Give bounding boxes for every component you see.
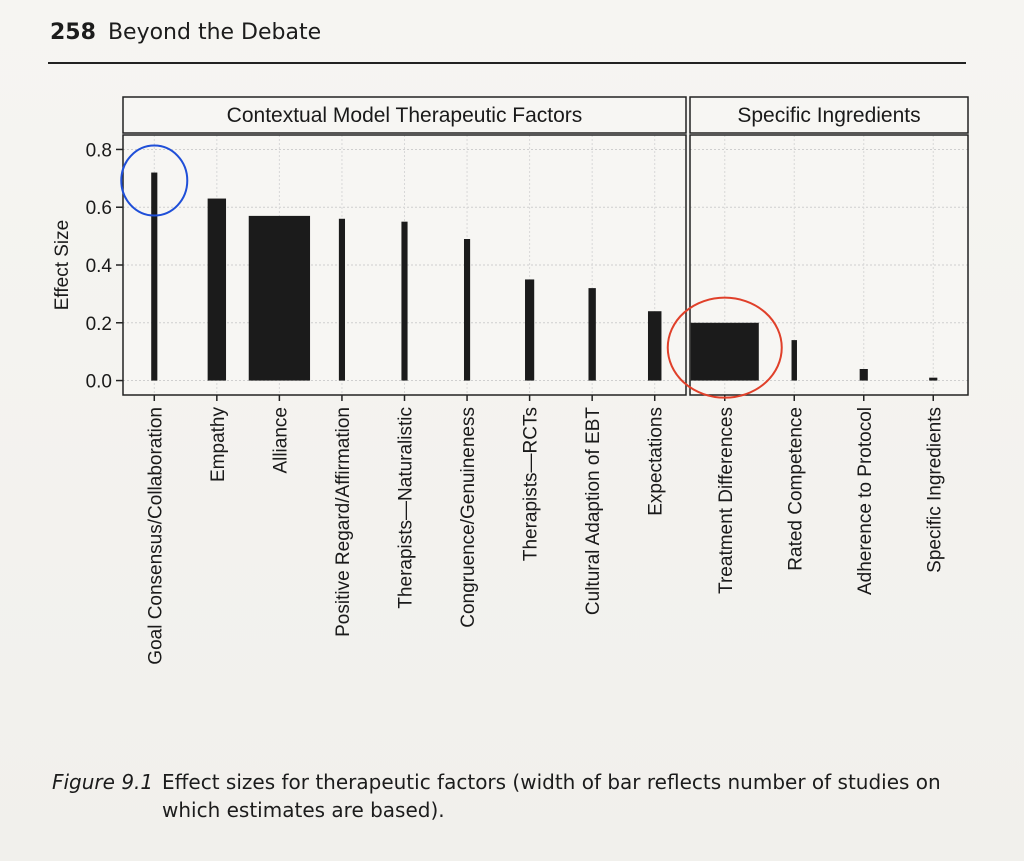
x-tick-label: Therapists—RCTs <box>521 407 542 561</box>
x-tick-label: Adherence to Protocol <box>855 407 876 595</box>
y-tick-label: 0.0 <box>86 372 112 393</box>
x-tick-label: Positive Regard/Affirmation <box>333 407 354 637</box>
y-tick-label: 0.4 <box>86 256 113 277</box>
highlight-circle-red <box>666 296 783 399</box>
page-number: 258 <box>50 20 96 45</box>
x-tick-label: Expectations <box>646 407 667 516</box>
figure-label: Figure 9.1 <box>52 770 154 794</box>
highlight-circle-blue <box>120 144 189 217</box>
y-axis-label: Effect Size <box>52 220 73 310</box>
panel-strip <box>689 96 969 134</box>
bar-empathy <box>207 198 227 381</box>
x-tick-label: Cultural Adaption of EBT <box>583 407 604 615</box>
x-tick-label: Therapists—Naturalistic <box>396 407 417 609</box>
panel-frame <box>122 134 687 396</box>
panel-title: Specific Ingredients <box>737 104 920 127</box>
bar-congruence-genuineness <box>463 239 471 381</box>
running-title: Beyond the Debate <box>107 20 322 45</box>
y-tick-label: 0.8 <box>86 140 112 161</box>
x-tick-label: Empathy <box>208 407 229 482</box>
panel-strip <box>122 96 687 134</box>
y-tick-label: 0.2 <box>86 314 112 335</box>
x-tick-label: Treatment Differences <box>716 407 737 594</box>
x-tick-label: Congruence/Genuineness <box>458 407 479 628</box>
running-head: 258 Beyond the Debate <box>50 20 321 45</box>
x-tick-label: Goal Consensus/Collaboration <box>145 407 166 665</box>
bar-goal-consensus-collaboration <box>151 172 158 381</box>
bar-specific-ingredients <box>929 377 938 381</box>
header-rule <box>48 62 966 64</box>
bar-adherence-to-protocol <box>859 369 868 381</box>
bar-treatment-differences <box>690 322 759 381</box>
figure-caption-text: Effect sizes for therapeutic factors (wi… <box>162 770 941 822</box>
bar-expectations <box>647 311 662 381</box>
panel-title: Contextual Model Therapeutic Factors <box>227 104 583 127</box>
bar-cultural-adaption-of-ebt <box>588 288 596 381</box>
x-tick-label: Alliance <box>270 407 291 474</box>
bar-therapists-naturalistic <box>401 221 408 381</box>
x-tick-label: Rated Competence <box>785 407 806 571</box>
y-tick-label: 0.6 <box>86 198 112 219</box>
bar-rated-competence <box>791 340 797 381</box>
panel-frame <box>689 134 969 396</box>
bar-alliance <box>248 215 311 381</box>
x-tick-label: Specific Ingredients <box>924 407 945 573</box>
bar-positive-regard-affirmation <box>338 218 346 381</box>
bar-therapists-rcts <box>525 279 535 381</box>
